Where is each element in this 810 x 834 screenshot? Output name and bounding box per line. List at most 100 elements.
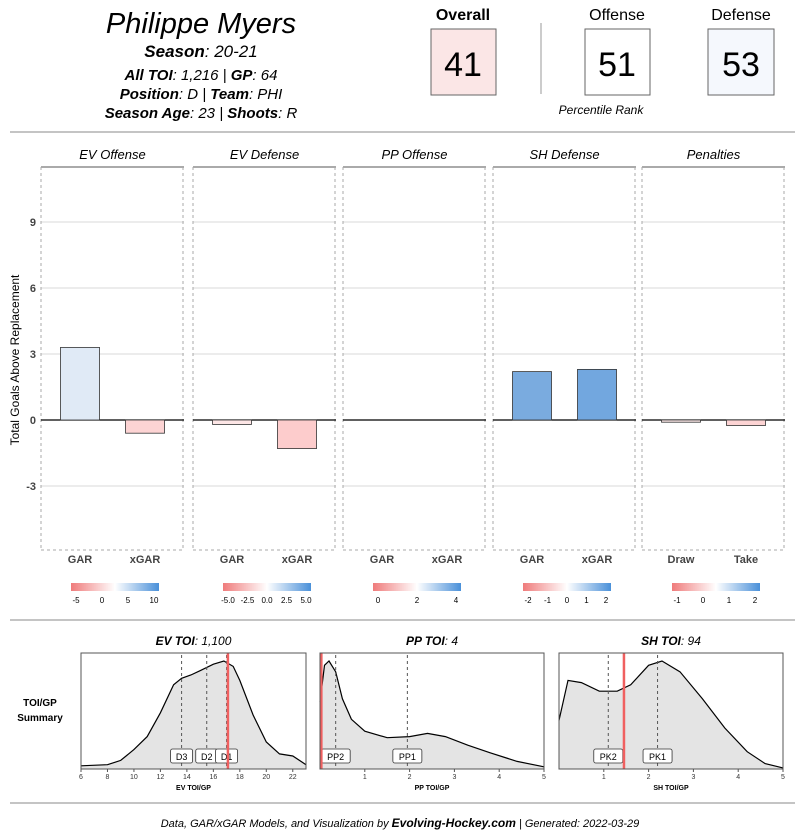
toi-title-label: EV TOI	[156, 634, 196, 648]
x-tick-label: 8	[106, 774, 110, 781]
x-tick-label: 3	[452, 774, 456, 781]
y-tick-label: 6	[30, 283, 36, 295]
panel-ev-defense: EV Defense GAR xGAR -5.0 -2.5 0.0 2.5 5.0	[192, 147, 336, 605]
bar-xgar	[277, 419, 317, 450]
x-tick-label: GAR	[370, 554, 395, 566]
toi-title-value: : 4	[445, 634, 459, 648]
x-tick-label: 2	[647, 774, 651, 781]
toi-title-label: PP TOI	[406, 634, 445, 648]
footer-credit: Data, GAR/xGAR Models, and Visualization…	[161, 816, 640, 830]
x-tick-label: 10	[130, 774, 138, 781]
gp-label: GP	[231, 67, 254, 84]
legend-tick-label: 0	[376, 596, 381, 605]
x-tick-label: GAR	[520, 554, 545, 566]
toi-panel-title: PP TOI: 4	[406, 634, 458, 648]
age-label: Season Age	[105, 105, 190, 122]
x-tick-label: GAR	[220, 554, 245, 566]
footer-suffix: | Generated: 2022-03-29	[516, 818, 639, 830]
marker-badge	[215, 748, 238, 764]
offense-box	[584, 28, 651, 96]
age-value: 23	[197, 105, 215, 122]
x-tick-label: 4	[497, 774, 501, 781]
x-tick-label: Take	[734, 554, 758, 566]
x-tick-label: 2	[408, 774, 412, 781]
legend-tick-label: 2	[753, 596, 758, 605]
season-label: Season	[144, 42, 204, 61]
toi-label: All TOI	[124, 67, 174, 84]
legend-tick-label: 1	[584, 596, 589, 605]
x-axis-label: EV TOI/GP	[176, 785, 211, 792]
panel-frame	[319, 652, 545, 770]
gar-bar-chart: Total Goals Above Replacement 9 6 3 0 -3 EV Of…	[8, 147, 785, 605]
overall-label: Overall	[436, 7, 490, 24]
legend-colorbar	[223, 583, 311, 591]
legend-colorbar	[373, 583, 461, 591]
panel-title: EV Defense	[230, 147, 299, 162]
offense-value: 51	[598, 46, 636, 84]
toi-summary-line2: Summary	[17, 713, 63, 724]
x-tick-label: 12	[157, 774, 165, 781]
x-tick-label: 18	[236, 774, 244, 781]
bar-draw	[661, 419, 701, 423]
legend-tick-label: 0	[701, 596, 706, 605]
density-area	[81, 661, 306, 769]
x-tick-label: 3	[691, 774, 695, 781]
legend-tick-label: 2	[415, 596, 420, 605]
x-tick-label: xGAR	[582, 554, 613, 566]
legend-tick-label: 0.0	[261, 596, 273, 605]
panel-sh-defense: SH Defense GAR xGAR -2 -1 0 1 2	[492, 147, 636, 605]
defense-label: Defense	[711, 7, 771, 24]
legend-tick-label: 2	[604, 596, 609, 605]
overall-value: 41	[444, 46, 482, 84]
density-area	[559, 661, 783, 769]
panel-title: EV Offense	[79, 147, 145, 162]
shoots-value: R	[286, 105, 297, 122]
position-line: Position: D | Team: PHI	[120, 86, 283, 103]
toi-panel-title: SH TOI: 94	[641, 634, 701, 648]
x-tick-label: xGAR	[130, 554, 161, 566]
panel-penalties: Penalties Draw Take -1 0 1 2	[641, 147, 785, 605]
density-line	[319, 660, 545, 768]
legend-tick-label: 5.0	[300, 596, 312, 605]
legend-tick-label: 4	[454, 596, 459, 605]
x-tick-label: 1	[602, 774, 606, 781]
legend-tick-label: 10	[150, 596, 159, 605]
legend-tick-label: -1	[673, 596, 681, 605]
marker-badge	[392, 748, 423, 764]
footer-prefix: Data, GAR/xGAR Models, and Visualization…	[161, 818, 392, 830]
density-area	[320, 661, 544, 769]
marker-label: PP1	[399, 752, 416, 762]
bar-xgar	[125, 419, 165, 434]
x-tick-label: xGAR	[432, 554, 463, 566]
legend-colorbar	[672, 583, 760, 591]
panel-ev-offense: EV Offense GAR xGAR -5 0 5 10	[40, 147, 184, 605]
toi-summary-label: TOI/GP Summary	[17, 698, 63, 724]
x-tick-label: 22	[289, 774, 297, 781]
marker-label: D3	[176, 752, 188, 762]
x-tick-label: 20	[262, 774, 270, 781]
bar-gar	[512, 371, 552, 421]
toi-panel-pp: PP TOI: 4 PP2 PP1 1 2 3 4 5 PP TOI/GP	[319, 634, 546, 792]
marker-label: PP2	[327, 752, 344, 762]
x-axis-label: PP TOI/GP	[415, 785, 450, 792]
toi-panel-sh: SH TOI: 94 PK2 PK1 1 2 3 4 5 SH TOI/GP	[558, 634, 785, 792]
marker-label: D1	[221, 752, 233, 762]
toi-panel-ev: EV TOI: 1,100 D3 D2 D1 6 8 10 12 14 16 18 20 22 EV TO…	[79, 634, 307, 792]
legend-tick-label: 5	[126, 596, 131, 605]
legend-tick-label: -2	[524, 596, 532, 605]
toi-summary-line1: TOI/GP	[23, 698, 57, 709]
bar-gar	[60, 346, 100, 421]
legend-tick-label: 1	[727, 596, 732, 605]
player-name: Philippe Myers	[106, 8, 296, 40]
position-label: Position	[120, 86, 179, 103]
x-tick-label: 5	[781, 774, 785, 781]
toi-line: All TOI: 1,216 | GP: 64	[124, 67, 278, 84]
overall-box	[430, 28, 497, 96]
panel-title: PP Offense	[382, 147, 448, 162]
defense-value: 53	[722, 46, 760, 84]
legend-colorbar	[523, 583, 611, 591]
legend-tick-label: -5.0	[221, 596, 235, 605]
bar-take	[726, 419, 766, 426]
toi-value: 1,216	[181, 67, 219, 84]
